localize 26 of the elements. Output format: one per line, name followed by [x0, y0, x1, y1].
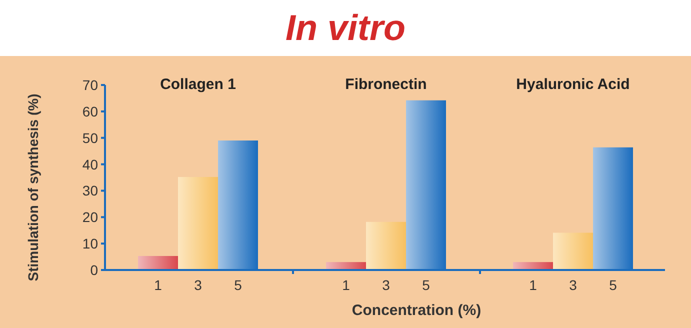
x-tick-label: 3 — [194, 277, 202, 293]
y-tick-label: 20 — [82, 209, 98, 226]
chart-title: Collagen 1 — [160, 76, 236, 93]
y-tick-label: 40 — [82, 156, 98, 172]
x-tick-label: 5 — [609, 277, 618, 293]
x-tick-label: 5 — [422, 277, 430, 293]
x-axis-title: Concentration (%) — [352, 302, 482, 319]
text: In vitro — [285, 7, 406, 48]
y-tick-label: 0 — [90, 262, 98, 278]
bar — [218, 140, 258, 270]
chart-title: Fibronectin — [345, 76, 427, 93]
x-tick-label: 5 — [234, 277, 242, 293]
chart-title: Hyaluronic Acid — [516, 76, 630, 93]
y-tick-label: 60 — [82, 103, 98, 120]
y-axis-title: Stimulation of synthesis (%) — [25, 94, 41, 282]
x-tick-label: 1 — [529, 277, 538, 293]
x-tick-label: 1 — [154, 277, 162, 293]
bar — [138, 256, 178, 270]
y-tick-label: 70 — [82, 77, 98, 93]
y-tick-label: 10 — [82, 236, 98, 252]
x-tick-label: 1 — [342, 277, 350, 293]
y-tick-label: 50 — [82, 130, 98, 146]
bar — [178, 176, 218, 270]
x-tick-label: 3 — [382, 277, 390, 293]
x-tick-label: 3 — [569, 277, 578, 293]
y-tick-label: 30 — [82, 182, 98, 199]
